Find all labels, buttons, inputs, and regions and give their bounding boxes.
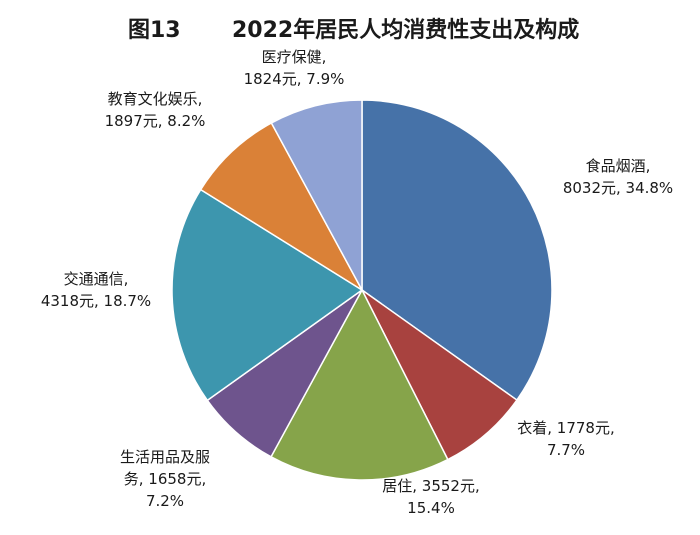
slice-label-line: 15.4% <box>407 499 455 517</box>
slice-label-line: 食品烟酒, <box>586 157 651 175</box>
pie-slice-7 <box>270 99 363 291</box>
slice-label-line: 生活用品及服 <box>120 448 210 466</box>
slice-label-6: 教育文化娱乐, 1897元, 8.2% <box>105 90 206 130</box>
slice-label-line: 4318元, 18.7% <box>41 292 151 310</box>
slice-label-line: 务, 1658元, <box>124 470 206 488</box>
pie-slice-5 <box>171 188 364 402</box>
slice-labels: 食品烟酒, 8032元, 34.8% 衣着, 1778元, 7.7% 居住, 3552元… <box>41 48 673 517</box>
slice-label-line: 7.7% <box>547 441 585 459</box>
slice-label-line: 1897元, 8.2% <box>105 112 206 130</box>
slice-label-7: 医疗保健, 1824元, 7.9% <box>244 48 345 88</box>
chart-title: 2022年居民人均消费性支出及构成 <box>232 17 579 43</box>
slice-label-line: 交通通信, <box>64 270 129 288</box>
slice-label-line: 8032元, 34.8% <box>563 179 673 197</box>
slice-label-line: 1824元, 7.9% <box>244 70 345 88</box>
slice-label-5: 交通通信, 4318元, 18.7% <box>41 270 151 310</box>
slice-label-line: 教育文化娱乐, <box>108 90 203 108</box>
pie-slice-3 <box>270 288 449 481</box>
pie-slices <box>171 99 553 481</box>
slice-label-line: 衣着, 1778元, <box>517 419 614 437</box>
slice-label-2: 衣着, 1778元, 7.7% <box>517 419 614 459</box>
figure-number: 图13 <box>128 18 181 43</box>
slice-label-line: 7.2% <box>146 492 184 510</box>
slice-label-line: 医疗保健, <box>262 48 327 66</box>
slice-label-3: 居住, 3552元, 15.4% <box>382 477 479 517</box>
pie-slice-2 <box>361 289 518 461</box>
slice-label-line: 居住, 3552元, <box>382 477 479 495</box>
slice-label-4: 生活用品及服务, 1658元, 7.2% <box>120 448 210 510</box>
slice-label-1: 食品烟酒, 8032元, 34.8% <box>563 157 673 197</box>
pie-slice-6 <box>199 121 365 293</box>
pie-slice-1 <box>361 99 553 402</box>
